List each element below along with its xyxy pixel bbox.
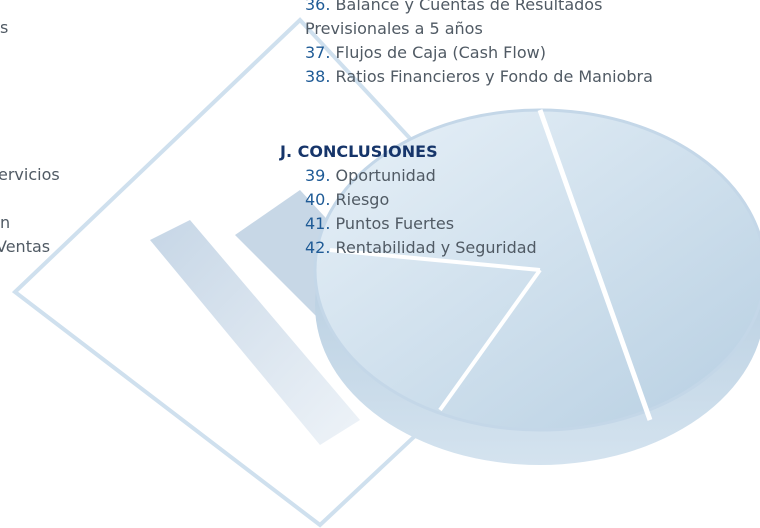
- item-text: Previsionales a 5 años: [305, 19, 483, 38]
- item-number: 41.: [305, 214, 330, 233]
- left-fragment: ervicios: [0, 163, 60, 187]
- item-text: Flujos de Caja (Cash Flow): [336, 43, 546, 62]
- section-title: J. CONCLUSIONES: [280, 140, 438, 164]
- item-text: Rentabilidad y Seguridad: [336, 238, 537, 257]
- item-text: Riesgo: [336, 190, 390, 209]
- item-text: Oportunidad: [336, 166, 436, 185]
- item-text: Ratios Financieros y Fondo de Maniobra: [336, 67, 653, 86]
- list-item: 40. Riesgo: [305, 188, 389, 212]
- left-fragment: n: [0, 211, 10, 235]
- list-item: Previsionales a 5 años: [305, 17, 483, 41]
- list-item: 36. Balance y Cuentas de Resultados: [305, 0, 602, 17]
- item-number: 36.: [305, 0, 330, 14]
- item-number: 40.: [305, 190, 330, 209]
- list-item: 42. Rentabilidad y Seguridad: [305, 236, 537, 260]
- item-number: 37.: [305, 43, 330, 62]
- list-item: 37. Flujos de Caja (Cash Flow): [305, 41, 546, 65]
- page: {"left_fragments": ["s", "ervicios", "n"…: [0, 0, 760, 528]
- left-fragment: s: [0, 16, 8, 40]
- list-item: 39. Oportunidad: [305, 164, 436, 188]
- item-text: Balance y Cuentas de Resultados: [336, 0, 603, 14]
- item-number: 38.: [305, 67, 330, 86]
- left-fragment: Ventas: [0, 235, 50, 259]
- item-number: 39.: [305, 166, 330, 185]
- item-text: Puntos Fuertes: [336, 214, 454, 233]
- list-item: 41. Puntos Fuertes: [305, 212, 454, 236]
- list-item: 38. Ratios Financieros y Fondo de Maniob…: [305, 65, 653, 89]
- item-number: 42.: [305, 238, 330, 257]
